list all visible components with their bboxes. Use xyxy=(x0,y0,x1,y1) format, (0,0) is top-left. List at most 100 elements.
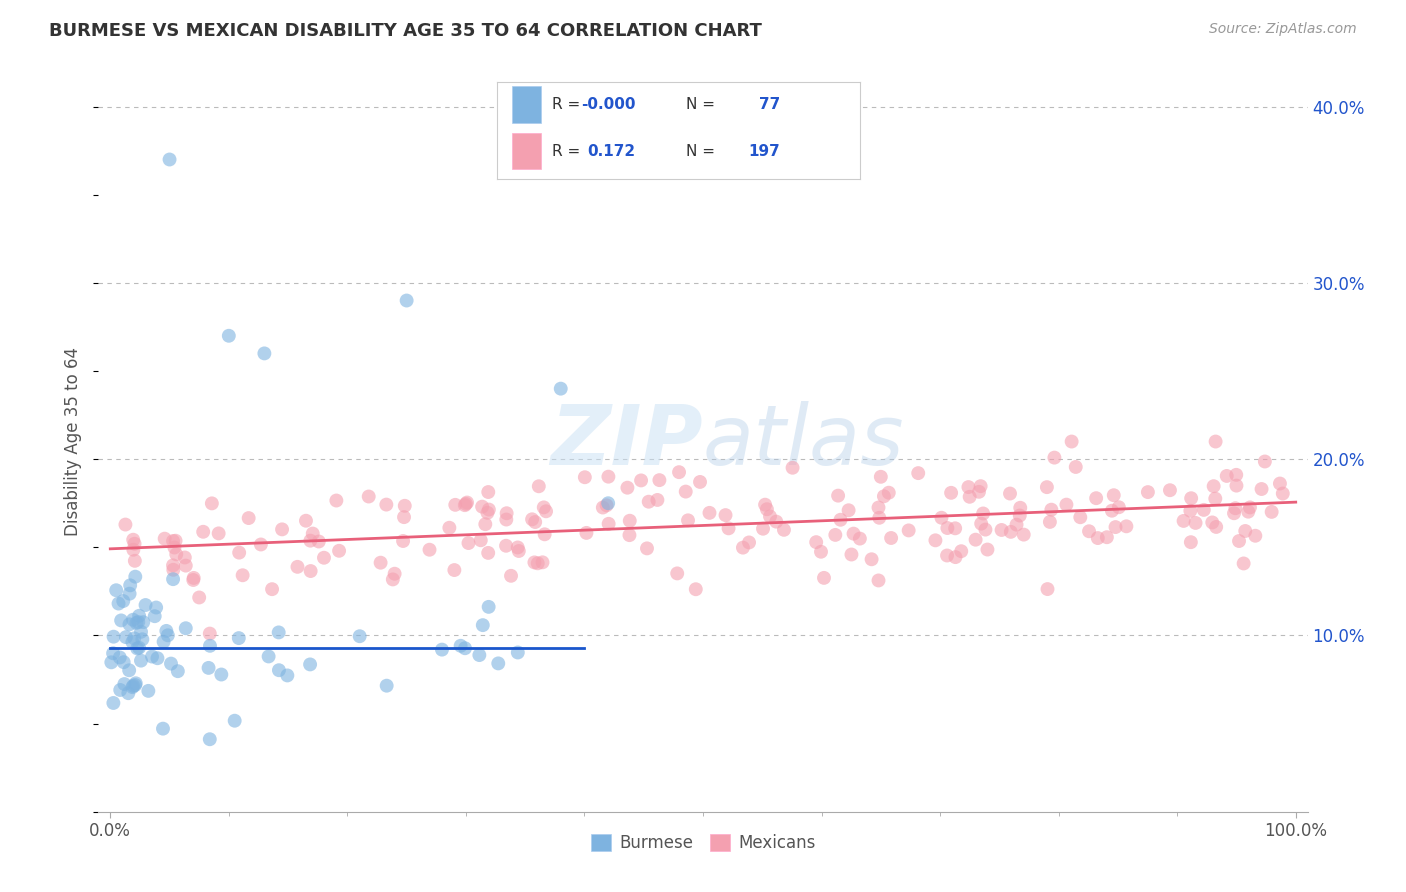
Point xyxy=(478,599,501,614)
Point xyxy=(495,506,517,520)
Point xyxy=(370,556,392,570)
Point xyxy=(375,679,398,693)
Point xyxy=(201,496,224,510)
Point xyxy=(103,696,125,710)
Point xyxy=(1173,514,1195,528)
Point xyxy=(100,656,122,670)
Point xyxy=(457,536,479,550)
Point xyxy=(1192,503,1215,517)
Point xyxy=(198,626,221,640)
Point xyxy=(1205,520,1227,534)
Point xyxy=(1036,480,1059,494)
Point xyxy=(299,533,322,548)
Point xyxy=(198,639,221,653)
Point xyxy=(873,489,896,503)
Point xyxy=(1225,478,1247,492)
Text: atlas: atlas xyxy=(703,401,904,482)
Point xyxy=(970,516,993,531)
Point xyxy=(976,542,998,557)
Point xyxy=(1254,454,1277,468)
Point xyxy=(209,667,232,681)
Point xyxy=(122,542,145,557)
Point xyxy=(868,500,890,515)
Point xyxy=(950,544,973,558)
Point xyxy=(575,525,598,540)
Point xyxy=(1087,531,1109,545)
Point xyxy=(550,382,572,396)
Point xyxy=(526,557,548,571)
Point xyxy=(782,460,804,475)
Point xyxy=(637,494,659,508)
Point xyxy=(162,558,184,573)
Point xyxy=(145,600,167,615)
Point xyxy=(328,543,350,558)
Point xyxy=(506,541,529,555)
Point xyxy=(166,664,188,678)
Point xyxy=(868,574,890,588)
Point xyxy=(474,517,496,532)
Point xyxy=(506,645,529,659)
Point xyxy=(122,679,145,693)
Point xyxy=(257,649,280,664)
Point xyxy=(183,571,205,585)
Point xyxy=(471,618,494,632)
Point xyxy=(598,496,620,510)
Point xyxy=(162,534,184,549)
Point xyxy=(443,563,465,577)
Point xyxy=(471,500,494,514)
Point xyxy=(534,504,557,518)
Point xyxy=(129,654,152,668)
Point xyxy=(598,516,620,531)
Point xyxy=(838,503,860,517)
Point xyxy=(1239,500,1261,515)
Point xyxy=(943,521,966,535)
Point xyxy=(103,630,125,644)
Point xyxy=(301,526,323,541)
Point xyxy=(1108,500,1130,515)
Point xyxy=(418,542,440,557)
Point xyxy=(824,528,846,542)
Point xyxy=(146,651,169,665)
Point xyxy=(110,683,132,698)
Point xyxy=(392,510,415,524)
Point xyxy=(880,531,903,545)
Point xyxy=(267,663,290,677)
Point xyxy=(174,558,197,573)
Text: BURMESE VS MEXICAN DISABILITY AGE 35 TO 64 CORRELATION CHART: BURMESE VS MEXICAN DISABILITY AGE 35 TO … xyxy=(49,22,762,40)
Point xyxy=(574,470,596,484)
Point xyxy=(1180,491,1202,506)
Point xyxy=(197,661,219,675)
Point xyxy=(477,546,499,560)
Point xyxy=(381,573,404,587)
Point xyxy=(1268,476,1291,491)
Point xyxy=(1064,460,1087,475)
Point xyxy=(1223,506,1246,520)
Point xyxy=(1234,524,1257,538)
Point xyxy=(1180,535,1202,549)
Point xyxy=(752,522,775,536)
Point xyxy=(112,655,135,669)
Point xyxy=(1202,479,1225,493)
Point xyxy=(936,549,959,563)
Point xyxy=(830,513,852,527)
Point xyxy=(1085,491,1108,505)
Point xyxy=(1204,491,1226,506)
Point xyxy=(162,572,184,586)
Point xyxy=(152,722,174,736)
Point xyxy=(477,506,499,520)
Point xyxy=(759,509,782,524)
Point xyxy=(127,641,149,656)
Point xyxy=(224,714,246,728)
Point xyxy=(616,481,638,495)
Point xyxy=(162,563,184,577)
Legend: Burmese, Mexicans: Burmese, Mexicans xyxy=(583,828,823,859)
Point xyxy=(110,614,132,628)
Point xyxy=(959,490,981,504)
Point xyxy=(128,640,150,655)
Point xyxy=(477,485,499,500)
Point xyxy=(1115,519,1137,533)
Point xyxy=(392,534,415,549)
Point xyxy=(299,564,322,578)
Point xyxy=(668,465,690,479)
Point xyxy=(1227,534,1250,549)
